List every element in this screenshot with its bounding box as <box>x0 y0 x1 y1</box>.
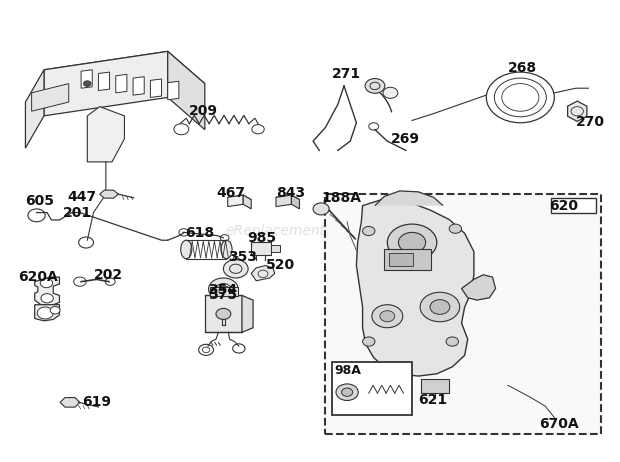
Polygon shape <box>99 72 110 91</box>
Text: 268: 268 <box>508 61 537 75</box>
Polygon shape <box>87 107 125 162</box>
Circle shape <box>363 226 375 236</box>
Circle shape <box>208 278 238 300</box>
Circle shape <box>388 224 437 261</box>
Polygon shape <box>291 195 299 209</box>
Circle shape <box>37 307 53 319</box>
Text: 201: 201 <box>63 206 92 219</box>
Polygon shape <box>168 51 205 130</box>
Polygon shape <box>44 51 205 102</box>
Text: 271: 271 <box>332 67 361 81</box>
Polygon shape <box>356 199 474 376</box>
Polygon shape <box>461 275 495 300</box>
Text: eReplacementParts.com: eReplacementParts.com <box>225 224 395 238</box>
Polygon shape <box>243 195 251 209</box>
Circle shape <box>50 307 60 314</box>
Text: 575: 575 <box>208 287 237 302</box>
Bar <box>271 245 280 252</box>
Circle shape <box>363 337 375 346</box>
Circle shape <box>399 232 426 253</box>
Polygon shape <box>375 191 443 206</box>
Circle shape <box>372 305 403 328</box>
Circle shape <box>365 79 385 93</box>
Bar <box>332 362 412 415</box>
Circle shape <box>216 308 231 319</box>
Polygon shape <box>228 195 243 207</box>
Polygon shape <box>81 70 92 88</box>
Polygon shape <box>133 77 144 95</box>
Text: 670A: 670A <box>539 417 578 431</box>
Text: 621: 621 <box>418 393 448 407</box>
Polygon shape <box>276 195 299 202</box>
Polygon shape <box>35 277 60 305</box>
Text: 467: 467 <box>216 186 245 200</box>
Circle shape <box>420 292 459 322</box>
Ellipse shape <box>180 240 192 259</box>
Circle shape <box>342 388 353 396</box>
Polygon shape <box>60 398 80 407</box>
Circle shape <box>313 203 329 215</box>
Bar <box>210 287 237 297</box>
Circle shape <box>40 279 53 288</box>
Circle shape <box>383 87 398 98</box>
Bar <box>219 286 227 292</box>
Polygon shape <box>276 195 291 207</box>
Circle shape <box>41 294 53 303</box>
Text: 447: 447 <box>68 190 97 204</box>
Text: 202: 202 <box>94 268 123 282</box>
Polygon shape <box>168 81 179 100</box>
Polygon shape <box>228 195 251 202</box>
Bar <box>551 198 596 213</box>
Text: 620A: 620A <box>18 270 58 284</box>
Polygon shape <box>35 305 60 321</box>
Polygon shape <box>44 51 168 116</box>
Text: 985: 985 <box>247 231 276 245</box>
Bar <box>389 253 414 267</box>
Text: 605: 605 <box>25 194 55 208</box>
Text: 353: 353 <box>228 250 257 264</box>
Text: 269: 269 <box>391 132 419 146</box>
Text: 270: 270 <box>576 116 605 129</box>
Text: 209: 209 <box>189 104 218 118</box>
Text: 620: 620 <box>549 199 578 213</box>
Polygon shape <box>567 101 587 122</box>
Circle shape <box>336 384 358 401</box>
Polygon shape <box>251 266 275 281</box>
Bar <box>422 379 449 393</box>
Circle shape <box>84 81 91 86</box>
Polygon shape <box>116 74 127 93</box>
Text: 843: 843 <box>276 186 305 200</box>
Polygon shape <box>32 84 69 111</box>
Circle shape <box>380 310 395 322</box>
Polygon shape <box>151 79 162 97</box>
Bar <box>326 194 601 434</box>
Text: 98A: 98A <box>335 364 361 377</box>
Circle shape <box>449 224 461 233</box>
Bar <box>384 249 431 270</box>
Circle shape <box>446 337 458 346</box>
Ellipse shape <box>221 240 232 259</box>
Text: 520: 520 <box>265 258 294 272</box>
Polygon shape <box>100 190 118 198</box>
Polygon shape <box>242 296 253 332</box>
Bar <box>205 296 242 332</box>
Text: 354: 354 <box>208 283 237 297</box>
Bar <box>251 242 271 255</box>
Circle shape <box>430 300 450 314</box>
Text: 188A: 188A <box>321 191 361 205</box>
Circle shape <box>223 260 248 278</box>
Polygon shape <box>232 256 239 260</box>
Polygon shape <box>25 70 44 148</box>
Text: 619: 619 <box>82 395 112 409</box>
Text: 618: 618 <box>185 226 214 240</box>
